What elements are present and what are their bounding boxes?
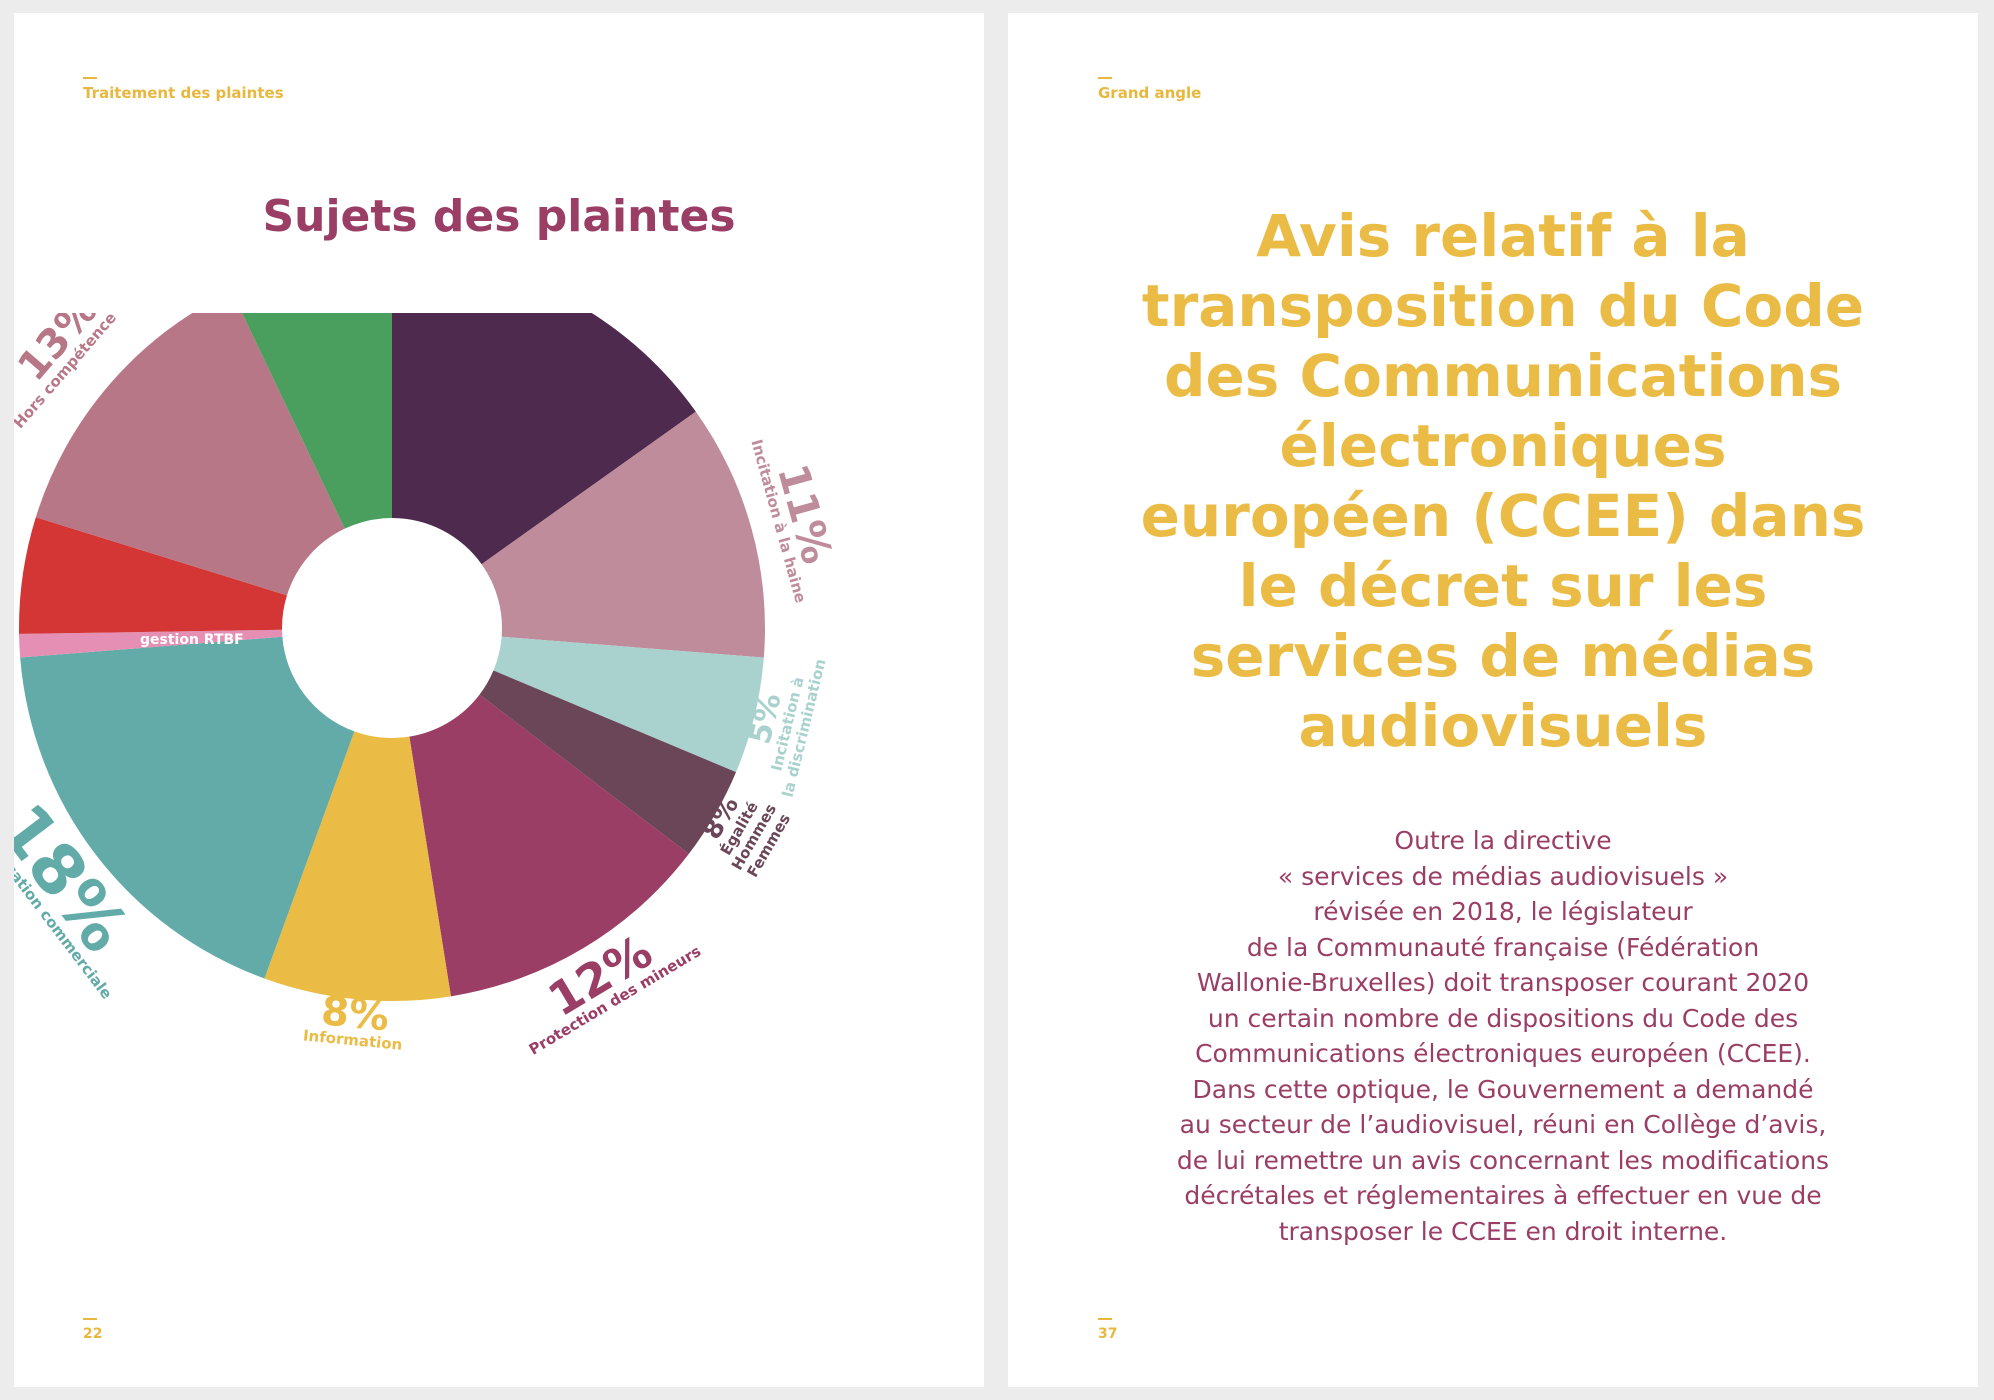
running-head-left: Traitement des plaintes [83, 84, 284, 102]
body-line: au secteur de l’audiovisuel, réuni en Co… [1179, 1110, 1827, 1139]
body-line: Dans cette optique, le Gouvernement a de… [1192, 1074, 1814, 1104]
slice-egalite-hommes-femmes [479, 670, 737, 854]
headline-line: le décret sur les [1238, 552, 1768, 620]
body-line: un certain nombre de dispositions du Cod… [1207, 1003, 1799, 1033]
slice-name-inside: gestion RTBF [140, 632, 244, 648]
article-headline: Avis relatif à la transposition du Code de… [1068, 201, 1938, 761]
page-number-left: 22 [83, 1326, 103, 1342]
slice-incitation-a-la-discrimination [493, 636, 764, 773]
slice-label-incitation-a-la-haine: 11%Incitation à la haine [747, 437, 842, 604]
chart-title: Sujets des plaintes [262, 191, 736, 242]
page-number-right: 37 [1098, 1326, 1118, 1342]
slice-dignite-humaine [392, 313, 696, 565]
body-line: Wallonie-Bruxelles) doit transposer cour… [1196, 968, 1810, 997]
running-head-right: Grand angle [1098, 84, 1202, 102]
slice-information [264, 731, 451, 1001]
headline-line: européen (CCEE) dans [1140, 482, 1866, 550]
body-line: décrétales et réglementaires à effectuer… [1184, 1181, 1822, 1210]
slice-communication-commerciale [20, 636, 355, 979]
body-line: Communications électroniques européen (C… [1195, 1039, 1811, 1068]
slice-percent: 8% [319, 988, 391, 1040]
body-line: Outre la directive [1394, 826, 1612, 855]
headline-line: des Communications [1163, 342, 1843, 410]
header-dash [83, 77, 97, 79]
headline-line: électroniques [1279, 412, 1727, 480]
body-line: de la Communauté française (Fédération [1246, 932, 1760, 962]
article-intro: Outre la directive « services de médias a… [1068, 823, 1938, 1249]
slice-contrat-de-gestion-rtbf [19, 629, 283, 658]
right-page: Grand angle Avis relatif à la transpositi… [1008, 13, 1978, 1387]
headline-line: transposition du Code [1141, 272, 1865, 340]
slice-name: Information [302, 1026, 403, 1053]
header-dash [1098, 77, 1112, 79]
footer-dash [83, 1318, 97, 1320]
slice-incitation-a-la-haine [481, 411, 765, 658]
body-line: « services de médias audiovisuels » [1277, 861, 1729, 891]
slice-protection-des-mineurs [409, 694, 689, 997]
headline-line: services de médias [1190, 622, 1816, 690]
headline-line: audiovisuels [1298, 692, 1708, 760]
slice-hors-competence-csa [35, 313, 345, 596]
headline-line: Avis relatif à la [1256, 202, 1750, 270]
slice-autres [242, 313, 392, 529]
footer-dash [1098, 1318, 1112, 1320]
slice-elections [19, 517, 287, 634]
left-page: Traitement des plaintes Sujets des plain… [14, 13, 984, 1387]
body-line: de lui remettre un avis concernant les m… [1176, 1145, 1830, 1175]
complaints-donut-chart: 15%Dignité humaine11%Incitation à la hai… [14, 313, 842, 1059]
body-line: révisée en 2018, le législateur [1313, 897, 1693, 926]
body-line: transposer le CCEE en droit interne. [1278, 1216, 1728, 1246]
